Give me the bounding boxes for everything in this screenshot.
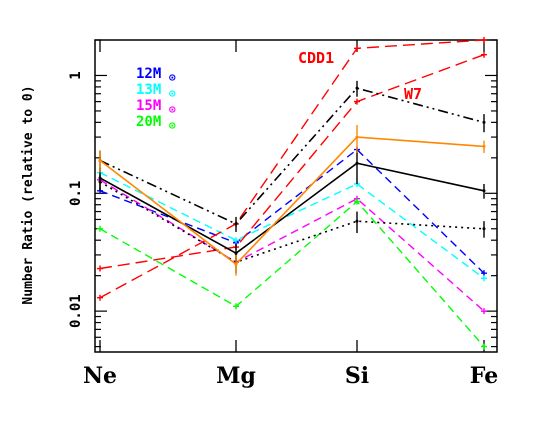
data-point [354,98,360,105]
data-point [355,135,359,139]
y-tick-label: 1 [68,71,84,79]
data-point [481,37,487,43]
x-tick-label: Fe [470,363,498,389]
legend-symbol-3: ⊙ [169,119,176,132]
x-tick-label: Mg [216,363,256,389]
y-axis-label: Number Ratio (relative to 0) [21,85,36,304]
data-point [482,189,486,193]
data-point [482,227,486,231]
series-line-8 [99,162,485,255]
data-point [481,51,487,58]
series-line-4 [99,39,485,299]
series-line-7 [99,181,485,264]
x-tick-label: Si [345,363,369,389]
text-layer: Ne Mg Si Fe 0.01 0.1 1 12M ⊙ 13M ⊙ 15M ⊙ 20M ⊙ [68,66,498,389]
data-point [482,144,486,148]
data-point [233,303,239,310]
legend-symbol-2: ⊙ [169,103,176,116]
series-line-9 [99,136,485,266]
legend-symbol-1: ⊙ [169,87,176,100]
annotation-w7: W7 [404,85,422,103]
data-point [234,222,238,226]
series-line-2 [99,179,485,312]
data-point [481,343,487,350]
series-line-0 [99,148,485,274]
legend-symbol-0: ⊙ [169,71,176,84]
series-line-3 [99,200,485,348]
data-point [354,45,360,52]
data-point [481,270,487,277]
annotation-cdd1: CDD1 [298,49,334,67]
data-point [355,161,359,165]
data-point [481,275,487,282]
data-point [97,294,103,301]
data-point [355,219,359,223]
axes [94,39,498,353]
y-tick-label: 0.01 [68,294,84,328]
data-point [482,120,486,124]
legend-label-0: 12M [136,66,161,82]
series-line-6 [99,87,485,225]
series-layer [97,37,487,350]
x-tick-label: Ne [83,363,117,389]
data-point [97,225,103,232]
data-point [98,158,102,162]
y-tick-label: 0.1 [68,181,84,206]
data-point [98,176,102,180]
plot-frame [94,39,498,353]
data-point [355,86,359,90]
data-point [481,308,487,315]
legend-label-3: 20M [136,114,161,130]
series-line-1 [99,171,485,279]
data-point [97,265,103,272]
data-point [234,251,238,255]
data-point [234,262,238,266]
data-point [233,237,239,244]
legend-label-1: 13M [136,82,161,98]
legend-label-2: 15M [136,98,161,114]
data-point [354,198,360,205]
